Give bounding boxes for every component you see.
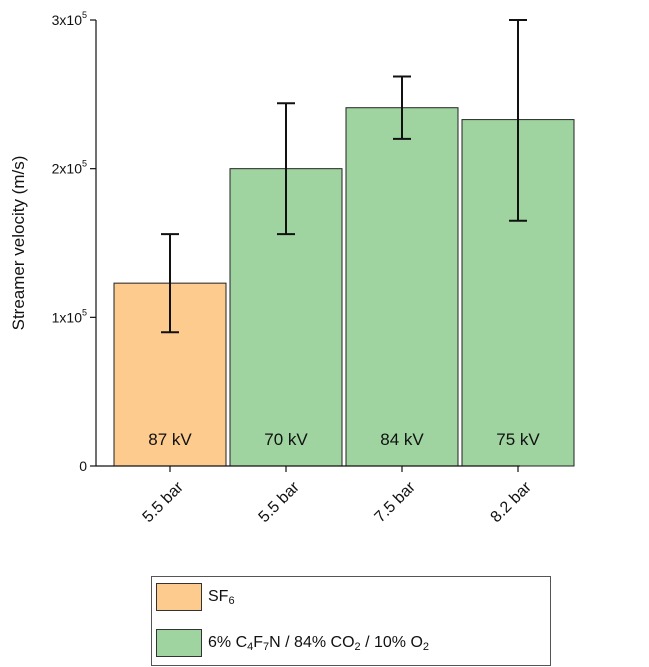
legend-label-sf6: SF6 [208, 588, 235, 607]
bar-data-label: 75 kV [496, 430, 540, 449]
y-axis-ticks: 0 1x105 2x105 3x105 [52, 10, 96, 474]
legend-swatch-sf6 [156, 583, 202, 611]
x-tick-label: 5.5 bar [256, 478, 304, 526]
legend-item-c4f7n-mixture: 6% C4F7N / 84% CO2 / 10% O2 [156, 629, 429, 657]
bar [345, 107, 459, 467]
x-axis-tick-labels: 5.5 bar 5.5 bar 7.5 bar 8.2 bar [140, 466, 536, 526]
legend-label-c4f7n-mixture: 6% C4F7N / 84% CO2 / 10% O2 [208, 634, 430, 653]
x-tick-label: 7.5 bar [372, 478, 420, 526]
legend-swatch-c4f7n-mixture [156, 629, 202, 657]
y-tick-label: 0 [79, 458, 87, 474]
legend-item-sf6: SF6 [156, 583, 235, 611]
y-axis-title: Streamer velocity (m/s) [9, 156, 28, 331]
y-tick-label: 2x105 [52, 159, 87, 177]
y-tick-label: 3x105 [52, 10, 87, 28]
x-tick-label: 5.5 bar [140, 478, 188, 526]
error-bars [161, 19, 527, 334]
bar-data-label: 84 kV [380, 430, 424, 449]
bar-data-label: 87 kV [148, 430, 192, 449]
x-tick-label: 8.2 bar [488, 478, 536, 526]
bar-data-label: 70 kV [264, 430, 308, 449]
bar-chart: 0 1x105 2x105 3x105 87 kV 70 kV 84 kV 75 kV 5.… [9, 10, 575, 526]
bar-labels: 87 kV 70 kV 84 kV 75 kV [148, 430, 540, 449]
bars [113, 107, 575, 467]
legend: SF6 6% C4F7N / 84% CO2 / 10% O2 [151, 576, 551, 666]
y-tick-label: 1x105 [52, 307, 87, 325]
